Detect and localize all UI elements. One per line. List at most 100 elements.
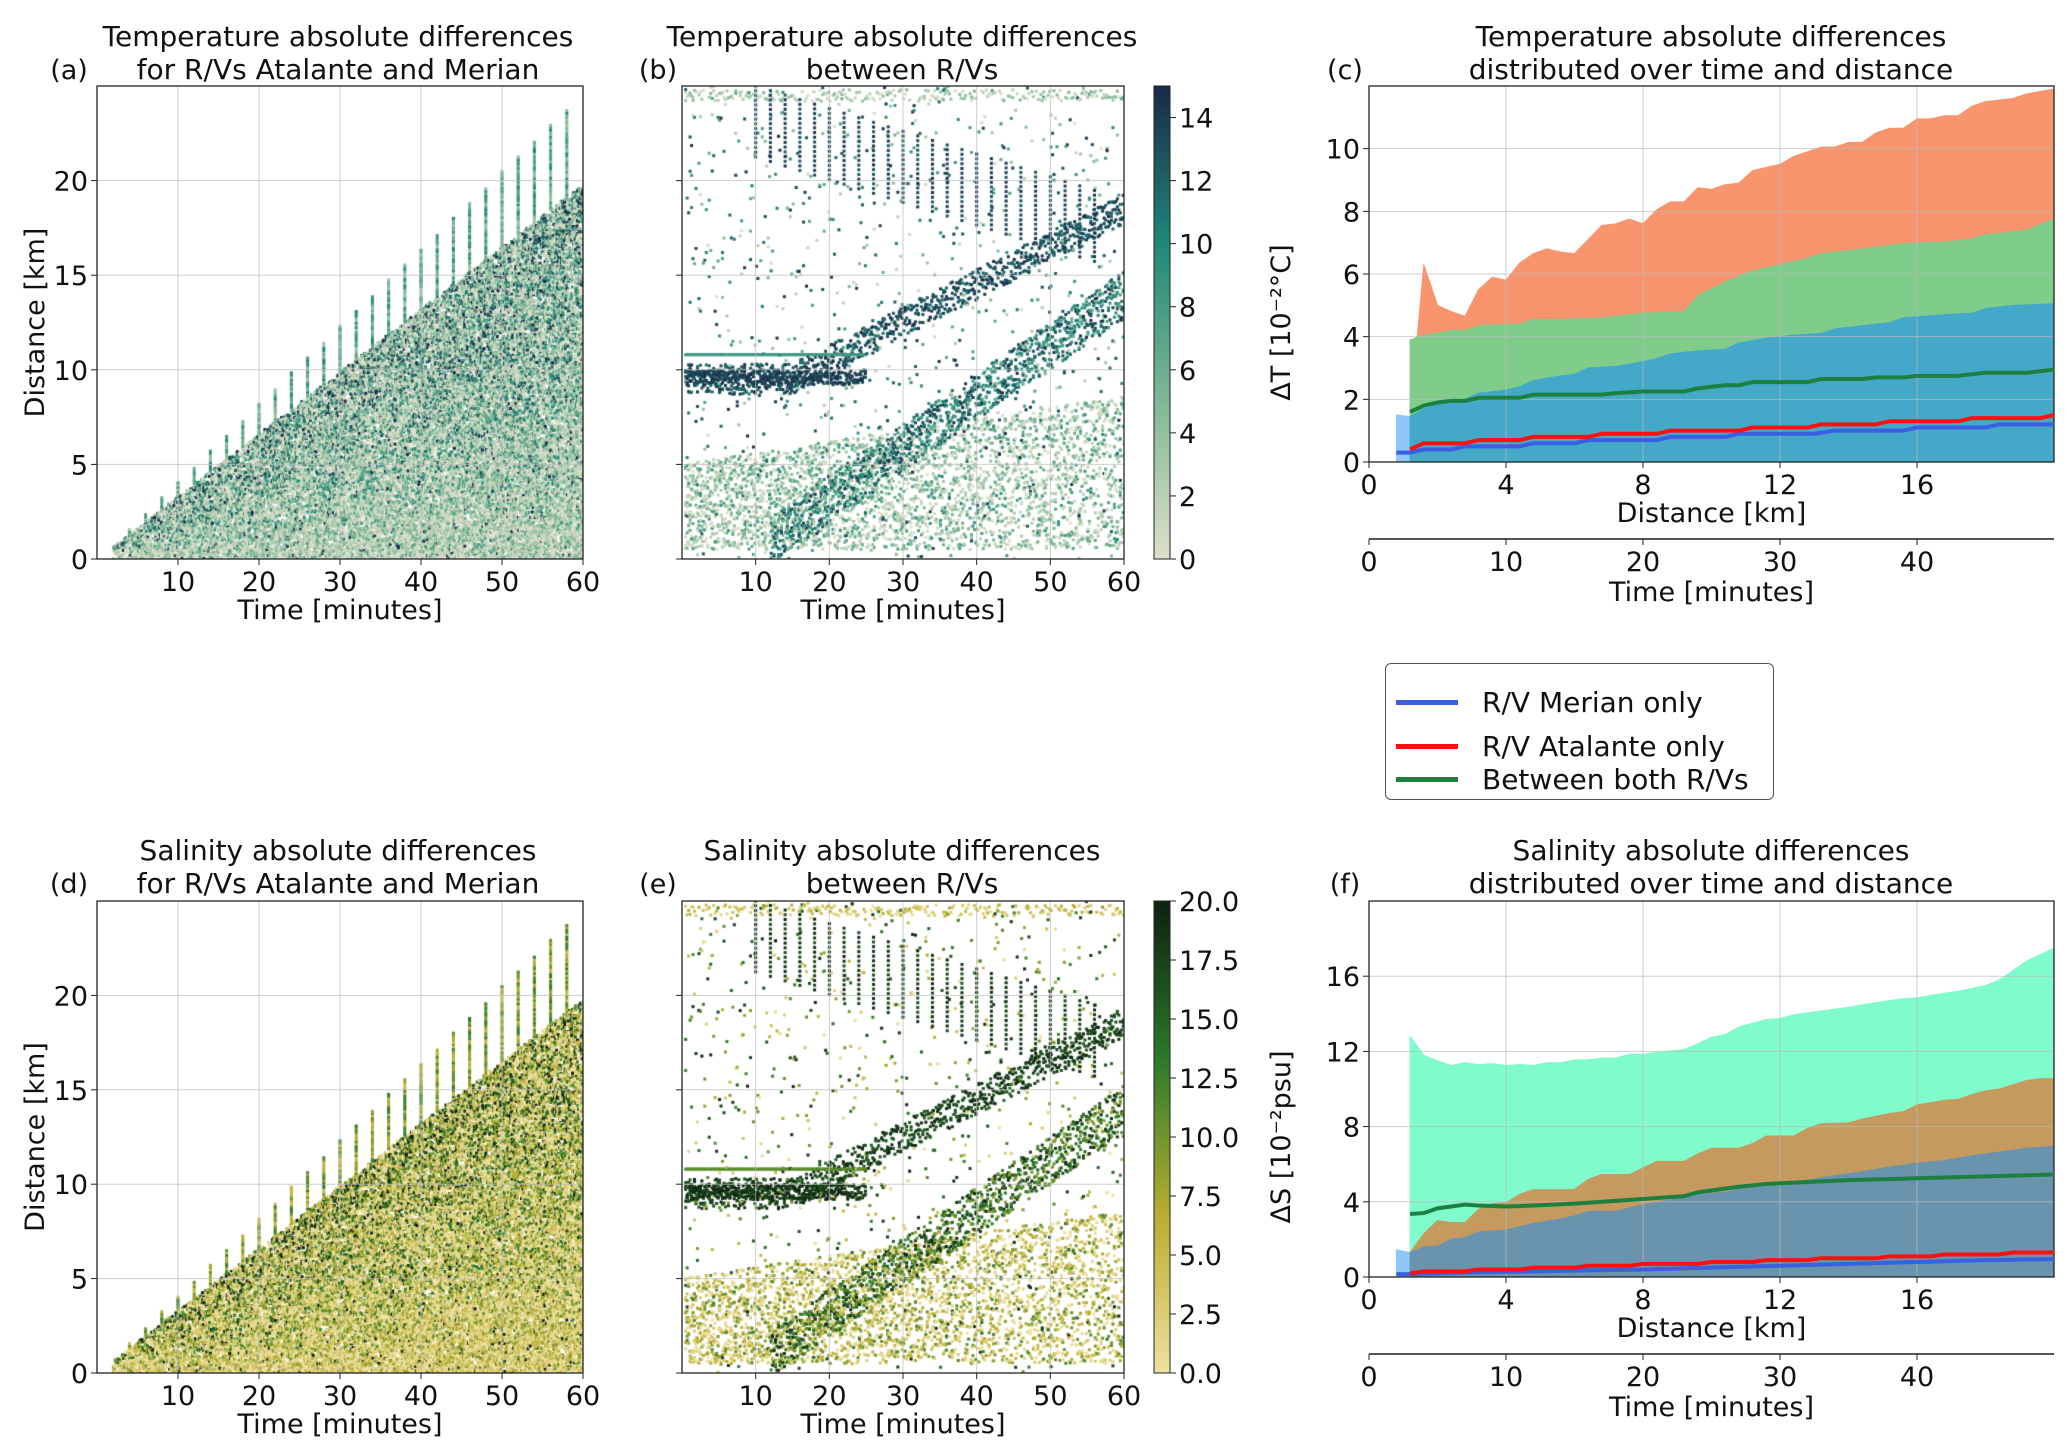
chart-title: for R/Vs Atalante and Merian xyxy=(137,53,540,86)
secondary-x-tick-label: 30 xyxy=(1763,1362,1797,1393)
x-tick-label: 60 xyxy=(566,1381,600,1412)
x-tick-label: 60 xyxy=(1107,1381,1141,1412)
x-tick-label: 16 xyxy=(1900,1285,1934,1316)
y-tick-label: 4 xyxy=(1343,1188,1360,1219)
panel-label: (a) xyxy=(50,55,88,86)
area-band-2 xyxy=(1395,414,1411,463)
chart-title: Salinity absolute differences xyxy=(140,834,537,867)
x-tick-label: 20 xyxy=(242,1381,276,1412)
colorbar-tick-label: 7.5 xyxy=(1179,1182,1222,1213)
x-axis-label: Time [minutes] xyxy=(236,1409,442,1440)
chart-title: Salinity absolute differences xyxy=(1513,834,1910,867)
series-line-r-v-atalante-only xyxy=(1409,413,2055,452)
chart-title: Temperature absolute differences xyxy=(102,20,574,53)
secondary-x-tick-label: 0 xyxy=(1360,547,1377,578)
x-tick-label: 40 xyxy=(404,1381,438,1412)
legend-label: Between both R/Vs xyxy=(1482,762,1749,796)
colorbar-tick-label: 12 xyxy=(1179,167,1213,198)
y-tick-label: 10 xyxy=(1326,135,1360,166)
legend-swatch xyxy=(1396,699,1458,705)
x-axis-label: Distance [km] xyxy=(1617,1313,1807,1344)
y-tick-label: 10 xyxy=(54,356,88,387)
x-tick-label: 4 xyxy=(1497,1285,1514,1316)
x-tick-label: 10 xyxy=(161,1381,195,1412)
colorbar-tick-label: 14 xyxy=(1179,104,1213,135)
colorbar-tick-label: 8 xyxy=(1179,293,1196,324)
y-tick-label: 20 xyxy=(54,167,88,198)
y-tick-label: 0 xyxy=(71,1359,88,1390)
x-tick-label: 30 xyxy=(323,1381,357,1412)
y-tick-label: 0 xyxy=(1343,448,1360,479)
colorbar-tick-label: 0.0 xyxy=(1179,1359,1222,1390)
colorbar-tick-label: 2 xyxy=(1179,482,1196,513)
colorbar-label: ΔS [10⁻²psu] xyxy=(1266,1050,1297,1223)
y-tick-label: 10 xyxy=(54,1170,88,1201)
y-tick-label: 4 xyxy=(1343,323,1360,354)
colorbar-tick-label: 0 xyxy=(1179,545,1196,576)
x-tick-label: 50 xyxy=(1033,1381,1067,1412)
x-tick-label: 20 xyxy=(812,567,846,598)
x-tick-label: 20 xyxy=(242,567,276,598)
x-tick-label: 60 xyxy=(566,567,600,598)
y-tick-label: 15 xyxy=(54,1076,88,1107)
chart-title: for R/Vs Atalante and Merian xyxy=(137,867,540,900)
secondary-x-tick-label: 0 xyxy=(1360,1362,1377,1393)
y-tick-label: 8 xyxy=(1343,197,1360,228)
secondary-x-tick-label: 40 xyxy=(1900,1362,1934,1393)
x-tick-label: 40 xyxy=(959,567,993,598)
secondary-x-axis-label: Time [minutes] xyxy=(1608,577,1814,608)
legend-label: R/V Merian only xyxy=(1482,685,1703,719)
colorbar-tick-label: 12.5 xyxy=(1179,1064,1239,1095)
colorbar-tick-label: 6 xyxy=(1179,356,1196,387)
y-tick-label: 5 xyxy=(71,1265,88,1296)
chart-title: distributed over time and distance xyxy=(1469,53,1954,86)
x-tick-label: 10 xyxy=(738,1381,772,1412)
x-tick-label: 12 xyxy=(1763,470,1797,501)
legend-item-atalante: R/V Atalante only xyxy=(1396,726,1725,766)
secondary-x-tick-label: 20 xyxy=(1626,547,1660,578)
x-tick-label: 16 xyxy=(1900,470,1934,501)
secondary-x-tick-label: 20 xyxy=(1626,1362,1660,1393)
y-tick-label: 20 xyxy=(54,981,88,1012)
y-tick-label: 12 xyxy=(1326,1037,1360,1068)
secondary-x-axis-label: Time [minutes] xyxy=(1608,1392,1814,1423)
colorbar-tick-label: 4 xyxy=(1179,419,1196,450)
x-tick-label: 60 xyxy=(1107,567,1141,598)
x-tick-label: 40 xyxy=(404,567,438,598)
y-tick-label: 8 xyxy=(1343,1113,1360,1144)
x-tick-label: 40 xyxy=(959,1381,993,1412)
colorbar-tick-label: 2.5 xyxy=(1179,1300,1222,1331)
secondary-x-tick-label: 10 xyxy=(1489,547,1523,578)
legend-item-between: Between both R/Vs xyxy=(1396,759,1749,799)
y-tick-label: 0 xyxy=(71,545,88,576)
x-tick-label: 0 xyxy=(1360,1285,1377,1316)
colorbar xyxy=(1153,85,1171,560)
legend-label: R/V Atalante only xyxy=(1482,729,1725,763)
x-tick-label: 10 xyxy=(738,567,772,598)
colorbar-tick-label: 10 xyxy=(1179,230,1213,261)
secondary-x-tick-label: 30 xyxy=(1763,547,1797,578)
x-tick-label: 30 xyxy=(886,567,920,598)
x-tick-label: 20 xyxy=(812,1381,846,1412)
axes-frame xyxy=(1368,900,2055,1278)
x-tick-label: 8 xyxy=(1634,470,1651,501)
secondary-x-tick-label: 10 xyxy=(1489,1362,1523,1393)
x-tick-label: 50 xyxy=(485,567,519,598)
x-axis-label: Time [minutes] xyxy=(799,1409,1005,1440)
panel-label: (c) xyxy=(1327,55,1363,86)
legend-swatch xyxy=(1396,776,1458,782)
chart-title: between R/Vs xyxy=(806,53,999,86)
series-line-r-v-atalante-only xyxy=(1409,1250,2054,1276)
legend-item-merian: R/V Merian only xyxy=(1396,682,1703,722)
colorbar-label: ΔT [10⁻²°C] xyxy=(1266,244,1297,400)
panel-label: (d) xyxy=(50,869,88,900)
panel-label: (f) xyxy=(1330,869,1361,900)
x-tick-label: 12 xyxy=(1763,1285,1797,1316)
chart-title: Temperature absolute differences xyxy=(1475,20,1947,53)
x-tick-label: 0 xyxy=(1360,470,1377,501)
legend: R/V Merian only R/V Atalante only Betwee… xyxy=(1385,663,1774,800)
colorbar-tick-label: 20.0 xyxy=(1179,887,1239,918)
x-axis-label: Time [minutes] xyxy=(799,595,1005,626)
